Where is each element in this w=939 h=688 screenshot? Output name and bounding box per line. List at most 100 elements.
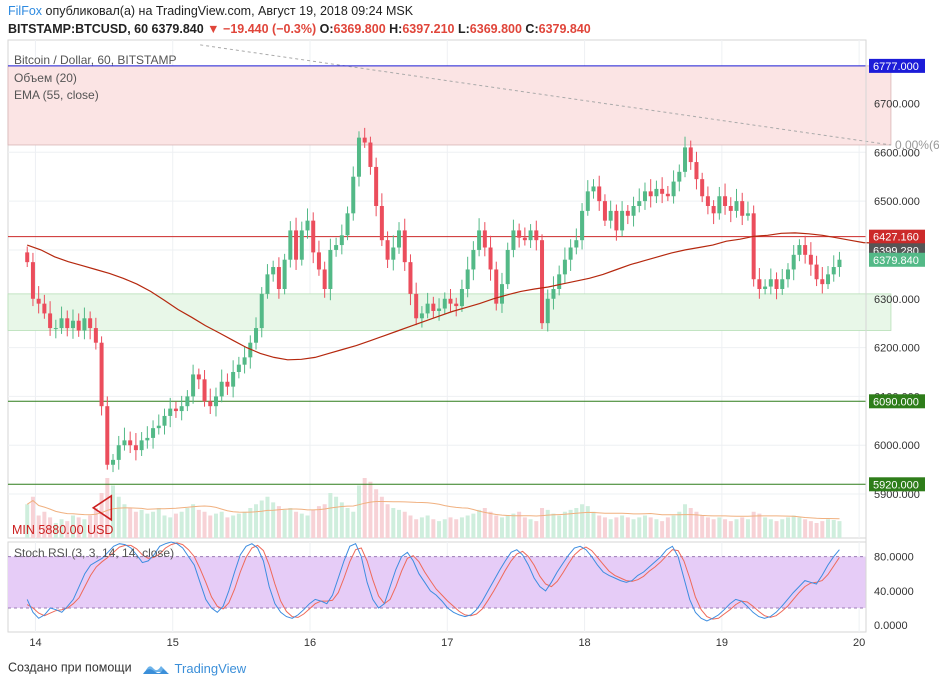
tradingview-logo-icon[interactable] — [143, 660, 170, 676]
candle-body — [231, 372, 236, 387]
candle — [597, 175, 602, 211]
candle — [717, 186, 722, 220]
candle-body — [597, 186, 602, 202]
candle — [236, 356, 241, 379]
candle — [826, 266, 831, 289]
candle-body — [236, 364, 241, 372]
volume-bar — [499, 517, 504, 538]
candle-body — [25, 252, 30, 263]
volume-bar — [25, 504, 30, 538]
candle — [528, 224, 533, 248]
volume-bar — [70, 515, 75, 538]
candle — [694, 151, 699, 190]
volume-bar — [65, 521, 70, 538]
volume-bar — [316, 506, 321, 538]
low-label: L: — [457, 22, 470, 36]
candles — [25, 127, 842, 473]
candle — [311, 212, 316, 264]
candle — [591, 179, 596, 199]
candle-body — [677, 171, 682, 182]
candle-body — [196, 374, 201, 380]
candle — [408, 254, 413, 306]
volume-bar — [740, 517, 745, 538]
volume-bar — [339, 502, 344, 538]
candle — [448, 289, 453, 312]
created-with-label: Создано при помощи — [8, 660, 132, 675]
volume-bar — [763, 517, 768, 538]
volume-bar — [42, 511, 47, 538]
candle — [608, 200, 613, 229]
candle-body — [151, 428, 156, 438]
stoch-tick-label: 80.0000 — [874, 552, 914, 564]
candle — [477, 218, 482, 257]
candle-body — [763, 286, 768, 289]
candle-body — [791, 254, 796, 270]
volume-bar — [414, 519, 419, 538]
volume-bar — [631, 519, 636, 538]
candle — [660, 177, 665, 204]
candle — [454, 297, 459, 317]
high-label: H: — [389, 22, 403, 36]
price-tag-last-text: 6379.840 — [873, 255, 919, 267]
candle — [688, 140, 693, 170]
volume-bar — [591, 511, 596, 538]
volume-bar — [265, 496, 270, 538]
candle — [282, 253, 287, 295]
candle — [345, 206, 350, 241]
volume-bar — [311, 509, 316, 538]
ohlc-bar: BITSTAMP:BTCUSD, 60 6379.840 ▼ −19.440 (… — [8, 22, 591, 36]
candle — [437, 298, 442, 321]
volume-bar — [351, 511, 356, 538]
volume-bar — [248, 508, 253, 538]
volume-bar — [334, 496, 339, 538]
candle-body — [328, 249, 333, 289]
author-name[interactable]: FilFox — [8, 4, 43, 18]
price-tick-label: 5900.000 — [874, 489, 920, 501]
volume-bar — [837, 521, 842, 538]
candle — [82, 307, 87, 340]
candle — [402, 218, 407, 271]
candle-body — [173, 408, 178, 412]
volume-bar — [431, 519, 436, 538]
candle-body — [797, 245, 802, 255]
volume-bar — [465, 515, 470, 538]
candle — [397, 222, 402, 254]
candle — [837, 251, 842, 277]
candle-body — [391, 247, 396, 260]
volume-bar — [93, 508, 98, 538]
candle — [168, 397, 173, 428]
candle — [111, 454, 116, 473]
candle — [65, 310, 70, 337]
candle-body — [528, 230, 533, 241]
candle — [48, 301, 53, 336]
time-tick-label: 16 — [304, 637, 316, 649]
tradingview-link[interactable]: TradingView — [174, 660, 247, 676]
candle — [574, 228, 579, 255]
candle-body — [408, 262, 413, 294]
volume-bar — [191, 504, 196, 538]
candle — [614, 204, 619, 241]
candle — [356, 131, 361, 187]
volume-bar — [808, 521, 813, 538]
candle-body — [751, 213, 756, 280]
candle — [580, 203, 585, 250]
volume-bar — [36, 515, 41, 538]
volume-bar — [322, 504, 327, 538]
volume-bar — [168, 517, 173, 538]
price-tag-5920-text: 5920.000 — [873, 479, 919, 491]
volume-bar — [488, 511, 493, 538]
min-marker — [91, 494, 113, 522]
candle-body — [111, 459, 116, 465]
candle-body — [654, 188, 659, 197]
min-label: MIN 5880.00 USD — [12, 523, 113, 537]
volume-bar — [30, 496, 35, 538]
candle — [202, 370, 207, 407]
price-tag-last: 6379.840 — [869, 252, 925, 267]
candle-body — [225, 381, 230, 387]
candle — [494, 261, 499, 311]
volume-bar — [111, 485, 116, 538]
candle — [831, 255, 836, 282]
volume-bar — [179, 511, 184, 538]
volume-bar — [225, 517, 230, 538]
